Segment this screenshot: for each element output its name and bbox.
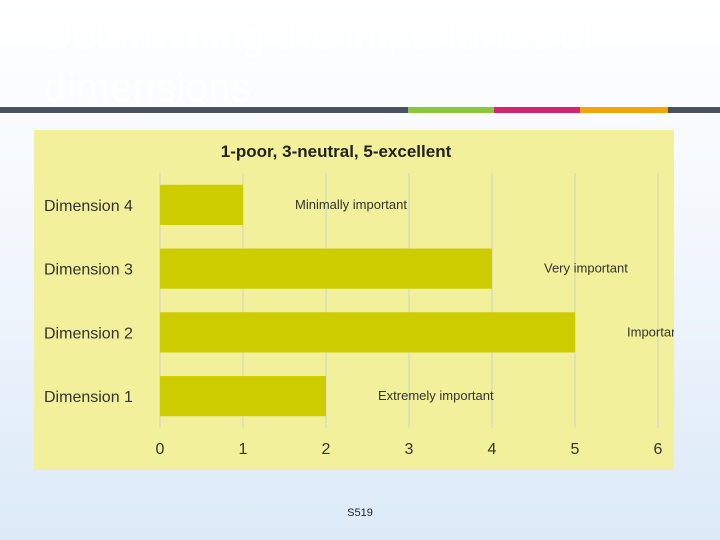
bar-annotation: Minimally important — [295, 197, 407, 212]
slide-footer: S519 — [347, 507, 373, 519]
y-category-label: Dimension 4 — [44, 198, 133, 215]
y-category-label: Dimension 3 — [44, 262, 133, 279]
y-category-label: Dimension 2 — [44, 325, 133, 342]
divider-segment-green — [408, 107, 494, 113]
x-tick-label: 6 — [654, 441, 663, 458]
importance-bar-chart: 0 1 2 3 4 5 6 Dimension 4 Minimally important Dim… — [34, 130, 674, 470]
bar — [160, 248, 492, 289]
x-tick-label: 3 — [405, 441, 414, 458]
bar — [160, 376, 326, 417]
chart-container: 0 1 2 3 4 5 6 Dimension 4 Minimally important Dim… — [34, 130, 674, 470]
bars — [160, 184, 575, 417]
title-divider — [0, 107, 720, 113]
x-tick-label: 2 — [322, 441, 331, 458]
bar-annotation: Important — [627, 324, 674, 339]
x-tick-label: 4 — [488, 441, 497, 458]
bar — [160, 312, 575, 353]
labels: 0 1 2 3 4 5 6 Dimension 4 Minimally important Dim… — [44, 197, 674, 458]
divider-segment-gray — [0, 107, 408, 113]
y-category-label: Dimension 1 — [44, 389, 133, 406]
x-tick-label: 1 — [239, 441, 248, 458]
x-tick-label: 0 — [156, 441, 165, 458]
bar — [160, 184, 243, 225]
bar-annotation: Extremely important — [378, 388, 494, 403]
divider-segment-gray-end — [668, 107, 720, 113]
divider-segment-orange — [580, 107, 668, 113]
x-tick-label: 5 — [571, 441, 580, 458]
chart-background — [34, 130, 674, 470]
divider-segment-pink — [494, 107, 580, 113]
bar-annotation: Very important — [544, 261, 628, 276]
slide-title: Determining the importance of dimensions — [44, 14, 595, 110]
chart-title: 1-poor, 3-neutral, 5-excellent — [221, 142, 452, 161]
